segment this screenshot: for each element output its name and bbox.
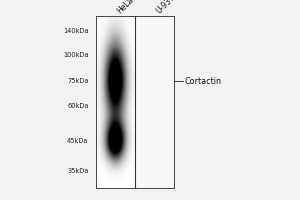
- Text: 45kDa: 45kDa: [67, 138, 88, 144]
- Text: Cortactin: Cortactin: [184, 76, 221, 86]
- Text: 60kDa: 60kDa: [67, 103, 88, 109]
- Text: 100kDa: 100kDa: [63, 52, 88, 58]
- Bar: [135, 16, 174, 188]
- Text: 35kDa: 35kDa: [67, 168, 88, 174]
- Text: 140kDa: 140kDa: [63, 28, 88, 34]
- Text: 75kDa: 75kDa: [67, 78, 88, 84]
- Text: U-937: U-937: [154, 0, 177, 15]
- Bar: [96, 16, 135, 188]
- Text: HeLa: HeLa: [116, 0, 136, 15]
